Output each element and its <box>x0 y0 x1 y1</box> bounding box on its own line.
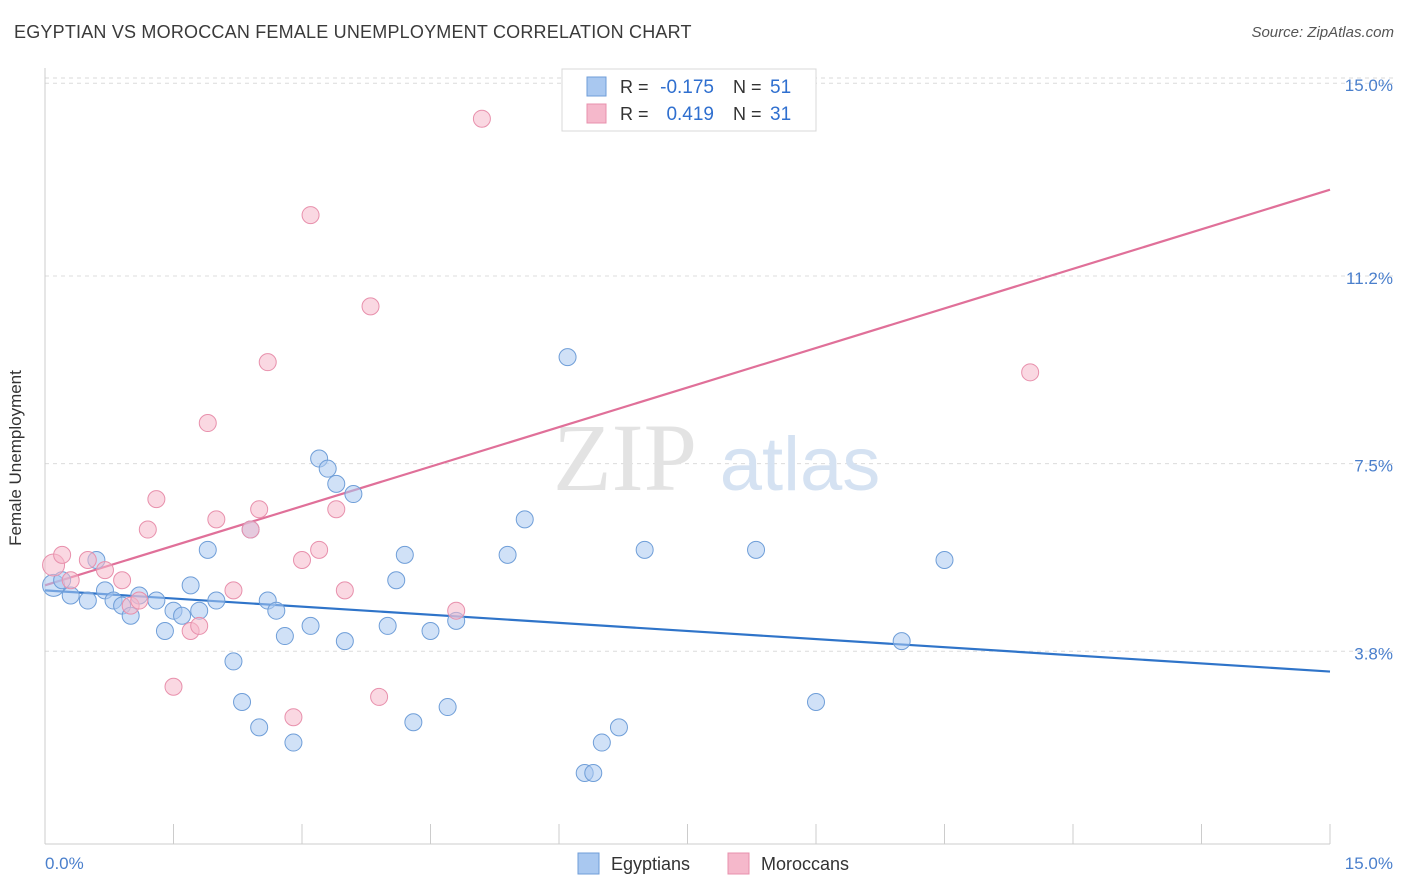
moroccans-point <box>207 510 226 529</box>
legend-r-label: R = <box>620 77 649 97</box>
moroccans-point <box>447 601 466 620</box>
moroccans-point <box>258 353 277 372</box>
egyptians-point <box>233 692 252 711</box>
egyptians-point <box>78 591 97 610</box>
moroccans-point <box>164 677 183 696</box>
point-layer <box>42 109 1040 782</box>
legend-r-value: 0.419 <box>666 104 714 125</box>
egyptians-point <box>498 545 517 564</box>
egyptians-point <box>250 718 269 737</box>
egyptians-point <box>404 713 423 732</box>
bottom-legend-swatch <box>577 852 600 875</box>
egyptians-point <box>327 474 346 493</box>
bottom-legend: Egyptians Moroccans <box>577 852 849 875</box>
legend-n-value: 51 <box>770 77 791 98</box>
moroccans-point <box>310 540 329 559</box>
moroccans-point <box>361 297 380 316</box>
egyptians-point <box>155 621 174 640</box>
y-tick-label: 15.0% <box>1345 76 1393 95</box>
moroccans-point <box>284 708 303 727</box>
legend-n-label: N = <box>733 104 762 124</box>
moroccans-point <box>327 500 346 519</box>
moroccans-trend-line <box>44 188 1331 587</box>
chart-title: EGYPTIAN VS MOROCCAN FEMALE UNEMPLOYMENT… <box>14 22 692 42</box>
moroccans-point <box>95 561 114 580</box>
egyptians-point <box>344 485 363 504</box>
egyptians-point <box>224 652 243 671</box>
egyptians-point <box>301 616 320 635</box>
moroccans-point <box>53 545 72 564</box>
moroccans-point <box>147 490 166 509</box>
egyptians-point <box>190 601 209 620</box>
legend-n-label: N = <box>733 77 762 97</box>
egyptians-trend-line <box>44 589 1331 673</box>
legend-r-value: -0.175 <box>660 77 714 98</box>
moroccans-point <box>224 581 243 600</box>
egyptians-point <box>395 545 414 564</box>
watermark-zip: ZIP <box>553 404 697 511</box>
egyptians-point <box>515 510 534 529</box>
legend-swatch <box>586 76 607 97</box>
y-tick-label: 7.5% <box>1354 457 1393 476</box>
egyptians-point <box>335 632 354 651</box>
egyptians-point <box>207 591 226 610</box>
y-tick-label: 3.8% <box>1354 644 1393 663</box>
egyptians-point <box>198 540 217 559</box>
egyptians-point <box>935 550 954 569</box>
x-tick-label-max: 15.0% <box>1345 854 1393 873</box>
moroccans-point <box>61 571 80 590</box>
legend-box: R = -0.175 N = 51 R = 0.419 N = 31 <box>561 68 817 132</box>
egyptians-point <box>635 540 654 559</box>
grid-layer <box>45 77 1395 652</box>
moroccans-point <box>190 616 209 635</box>
legend-n-value: 31 <box>770 104 791 125</box>
egyptians-point <box>892 632 911 651</box>
moroccans-point <box>241 520 260 539</box>
egyptians-point <box>584 763 603 782</box>
egyptians-point <box>275 627 294 646</box>
bottom-legend-label: Moroccans <box>761 854 849 874</box>
x-tick-label-min: 0.0% <box>45 854 84 873</box>
moroccans-point <box>198 414 217 433</box>
egyptians-point <box>592 733 611 752</box>
legend-swatch <box>586 103 607 124</box>
egyptians-point <box>558 348 577 367</box>
watermark: ZIP atlas <box>553 404 880 511</box>
moroccans-point <box>250 500 269 519</box>
moroccans-point <box>78 550 97 569</box>
moroccans-point <box>1021 363 1040 382</box>
moroccans-point <box>335 581 354 600</box>
egyptians-point <box>421 621 440 640</box>
source-credit: Source: ZipAtlas.com <box>1251 24 1394 41</box>
egyptians-point <box>181 576 200 595</box>
egyptians-point <box>387 571 406 590</box>
egyptians-point <box>61 586 80 605</box>
moroccans-point <box>130 591 149 610</box>
moroccans-point <box>113 571 132 590</box>
egyptians-point <box>438 698 457 717</box>
egyptians-point <box>807 692 825 711</box>
moroccans-point <box>301 206 320 225</box>
egyptians-point <box>147 591 166 610</box>
egyptians-point <box>747 540 766 559</box>
moroccans-point <box>138 520 157 539</box>
y-tick-label: 11.2% <box>1346 269 1393 288</box>
moroccans-point <box>293 550 311 569</box>
egyptians-point <box>318 459 337 478</box>
egyptians-point <box>267 601 286 620</box>
egyptians-point <box>173 606 192 625</box>
legend-r-label: R = <box>620 104 649 124</box>
moroccans-point <box>472 109 491 128</box>
axis-layer: 3.8% 7.5% 11.2% 15.0% 0.0% 15.0% <box>44 68 1393 873</box>
trend-layer <box>44 188 1331 673</box>
egyptians-point <box>284 733 303 752</box>
watermark-atlas: atlas <box>720 422 881 507</box>
moroccans-point <box>370 687 389 706</box>
egyptians-point <box>378 616 397 635</box>
bottom-legend-swatch <box>727 852 750 875</box>
bottom-legend-label: Egyptians <box>611 854 690 874</box>
egyptians-point <box>609 718 628 737</box>
